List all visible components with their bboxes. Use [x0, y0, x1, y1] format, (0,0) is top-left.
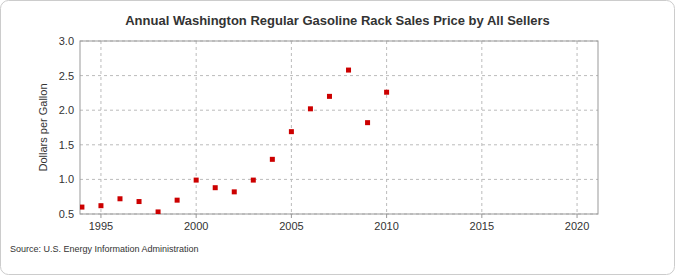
- x-grid: [100, 41, 101, 214]
- point: [308, 106, 313, 111]
- x-tick-label: 1995: [89, 220, 113, 232]
- title: Annual Washington Regular Gasoline Rack …: [125, 13, 550, 28]
- x-tick: [481, 214, 482, 218]
- plot-frame: [80, 41, 598, 214]
- y-tick-label: 3.0: [59, 35, 74, 47]
- y-tick-label: 1.0: [59, 173, 74, 185]
- y-grid: [80, 179, 598, 180]
- x-tick: [100, 214, 101, 218]
- point: [156, 209, 161, 214]
- point: [98, 203, 103, 208]
- x-tick: [196, 214, 197, 218]
- point: [289, 129, 294, 134]
- y-tick-label: 1.5: [59, 139, 74, 151]
- y-axis-label: Dollars per Gallon: [37, 83, 49, 171]
- y-tick-label: 2.5: [59, 70, 74, 82]
- x-grid: [196, 41, 197, 214]
- point: [327, 94, 332, 99]
- point: [232, 189, 237, 194]
- marks: [80, 68, 389, 214]
- x-tick-label: 2010: [374, 220, 398, 232]
- background: [1, 1, 675, 275]
- y-grid: [80, 75, 598, 76]
- x-tick-label: 2020: [565, 220, 589, 232]
- source: Source: U.S. Energy Information Administ…: [10, 244, 199, 254]
- x-tick-label: 2015: [470, 220, 494, 232]
- point: [251, 178, 256, 183]
- point: [384, 90, 389, 95]
- plot-area: [80, 41, 598, 214]
- point: [270, 157, 275, 162]
- point: [365, 120, 370, 125]
- y-tick-label: 0.5: [59, 208, 74, 220]
- x-tick: [291, 214, 292, 218]
- point: [175, 198, 180, 203]
- y-grid: [80, 110, 598, 111]
- point: [346, 68, 351, 73]
- x-tick: [577, 214, 578, 218]
- point: [213, 185, 218, 190]
- point: [117, 196, 122, 201]
- x-tick: [386, 214, 387, 218]
- y-grid: [80, 144, 598, 145]
- point: [194, 178, 199, 183]
- y-tick-label: 2.0: [59, 104, 74, 116]
- x-grid: [386, 41, 387, 214]
- x-grid: [481, 41, 482, 214]
- point: [137, 199, 142, 204]
- x-grid: [291, 41, 292, 214]
- chart: Annual Washington Regular Gasoline Rack …: [0, 0, 675, 275]
- x-grid: [577, 41, 578, 214]
- x-tick-label: 2005: [279, 220, 303, 232]
- point: [80, 205, 84, 210]
- x-tick-label: 2000: [184, 220, 208, 232]
